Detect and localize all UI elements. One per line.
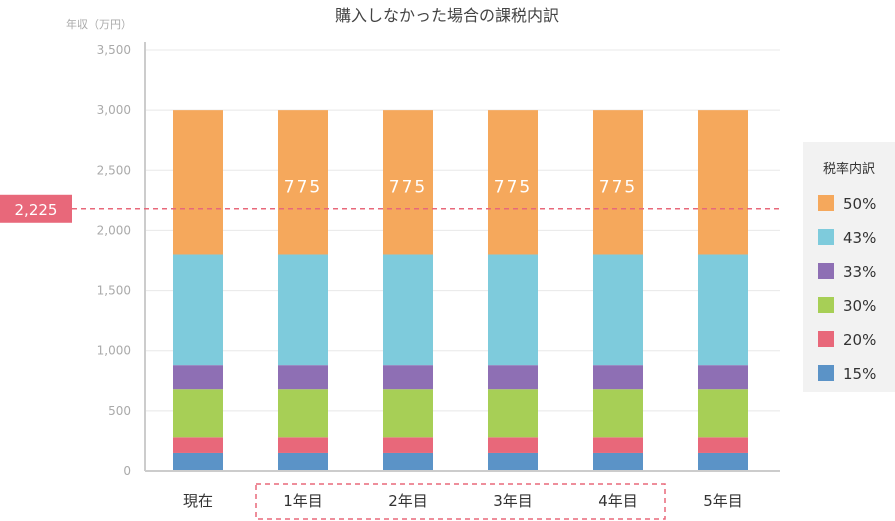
bar-segment xyxy=(173,452,223,471)
segment-value-label: 775 xyxy=(389,178,427,198)
bar-segment xyxy=(278,437,328,453)
bar-segment xyxy=(698,365,748,390)
bar-segment xyxy=(698,437,748,453)
bar-segment xyxy=(383,254,433,366)
segment-value-label: 775 xyxy=(599,178,637,198)
bar-segment xyxy=(173,365,223,390)
bar-segment xyxy=(278,254,328,366)
bar-segment xyxy=(488,110,538,255)
x-tick-label: 4年目 xyxy=(598,492,638,510)
legend: 税率内訳 50% 43% 33% 30% 20% 15% xyxy=(803,142,895,392)
bar-segment xyxy=(593,365,643,390)
x-tick-label: 5年目 xyxy=(703,492,743,510)
axes xyxy=(144,42,780,472)
legend-title: 税率内訳 xyxy=(823,161,875,177)
bar-segment xyxy=(383,365,433,390)
segment-value-label: 775 xyxy=(494,178,532,198)
bar-segment xyxy=(593,437,643,453)
bar-segment xyxy=(278,110,328,255)
bar-segment xyxy=(593,254,643,366)
bar-segment xyxy=(488,254,538,366)
legend-label: 30% xyxy=(843,297,876,315)
chart-title: 購入しなかった場合の課税内訳 xyxy=(335,6,559,25)
legend-label: 15% xyxy=(843,365,876,383)
gridlines xyxy=(145,49,780,412)
y-tick-label: 500 xyxy=(108,404,131,418)
y-tick-label: 3,500 xyxy=(97,43,131,57)
bar-segment xyxy=(173,389,223,438)
y-tick-labels: 0 500 1,000 1,500 2,000 2,500 3,000 3,500 xyxy=(97,43,131,478)
bar-segment xyxy=(698,254,748,366)
bar-segment xyxy=(698,110,748,255)
y-tick-label: 2,000 xyxy=(97,223,131,237)
y-tick-label: 1,000 xyxy=(97,344,131,358)
x-tick-label: 現在 xyxy=(183,492,213,510)
y-tick-label: 2,500 xyxy=(97,163,131,177)
legend-swatch xyxy=(818,365,834,381)
y-tick-label: 3,000 xyxy=(97,103,131,117)
legend-label: 50% xyxy=(843,195,876,213)
segment-labels: 775 775 775 775 xyxy=(284,178,637,198)
bar-segment xyxy=(383,452,433,471)
x-tick-label: 1年目 xyxy=(283,492,323,510)
legend-label: 20% xyxy=(843,331,876,349)
legend-label: 43% xyxy=(843,229,876,247)
x-tick-labels: 現在 1年目 2年目 3年目 4年目 5年目 xyxy=(183,492,743,510)
bar-segment xyxy=(173,437,223,453)
legend-swatch xyxy=(818,297,834,313)
bar-segment xyxy=(593,452,643,471)
bar-segment xyxy=(488,389,538,438)
segment-value-label: 775 xyxy=(284,178,322,198)
bar-segment xyxy=(383,437,433,453)
bar-segment xyxy=(488,365,538,390)
highlight-box-group xyxy=(255,483,666,520)
legend-swatch xyxy=(818,331,834,347)
legend-swatch xyxy=(818,229,834,245)
highlight-box xyxy=(255,483,666,520)
bar-segment xyxy=(698,452,748,471)
reference-value-tag xyxy=(0,194,72,223)
y-tick-label: 0 xyxy=(123,464,131,478)
x-tick-label: 3年目 xyxy=(493,492,533,510)
bar-segment xyxy=(593,110,643,255)
bar-segment xyxy=(488,452,538,471)
legend-swatch xyxy=(818,195,834,211)
bar-segment xyxy=(278,365,328,390)
bar-segment xyxy=(278,389,328,438)
bar-segment xyxy=(173,254,223,366)
legend-swatch xyxy=(818,263,834,279)
y-axis-label: 年収（万円） xyxy=(66,17,132,31)
bar-segment xyxy=(593,389,643,438)
bar-segment xyxy=(698,389,748,438)
bars xyxy=(173,110,748,471)
bar-segment xyxy=(173,110,223,255)
reference-line-group: 2,225 xyxy=(0,194,780,223)
reference-value-label: 2,225 xyxy=(15,201,58,219)
bar-segment xyxy=(488,437,538,453)
y-tick-label: 1,500 xyxy=(97,284,131,298)
bar-segment xyxy=(383,110,433,255)
x-tick-label: 2年目 xyxy=(388,492,428,510)
bar-segment xyxy=(278,452,328,471)
bar-segment xyxy=(383,389,433,438)
legend-label: 33% xyxy=(843,263,876,281)
